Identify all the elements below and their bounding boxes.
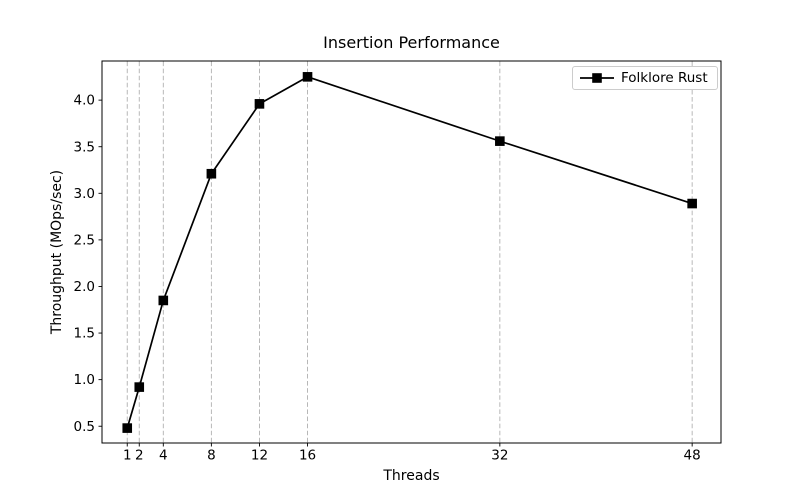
x-tick-label: 8: [207, 448, 216, 464]
data-point-marker: [495, 136, 505, 146]
data-point-marker: [254, 99, 265, 109]
data-point-marker: [122, 423, 133, 433]
plot-border: [101, 60, 722, 444]
legend: Folklore Rust: [572, 66, 718, 90]
chart-title: Insertion Performance: [323, 33, 500, 52]
x-axis-label: Threads: [383, 468, 440, 484]
y-tick-label: 0.5: [74, 419, 95, 435]
data-point-marker: [206, 168, 217, 179]
legend-label: Folklore Rust: [621, 70, 708, 86]
x-tick-label: 48: [684, 448, 701, 464]
y-tick-label: 2.0: [74, 279, 95, 295]
data-point-marker: [158, 295, 169, 306]
x-tick-label: 12: [251, 448, 268, 464]
x-tick-label: 2: [135, 448, 144, 464]
data-point-marker: [302, 72, 313, 82]
x-tick-label: 32: [491, 448, 508, 464]
x-tick-label: 1: [123, 448, 132, 464]
y-tick-label: 2.5: [74, 232, 95, 248]
y-tick-label: 3.0: [74, 186, 95, 202]
y-tick-label: 1.5: [74, 326, 95, 342]
y-tick-label: 4.0: [74, 93, 95, 109]
y-axis-label: Throughput (MOps/sec): [49, 169, 65, 335]
legend-marker-icon: [580, 73, 614, 83]
x-tick-label: 4: [159, 448, 168, 464]
x-tick-label: 16: [299, 448, 316, 464]
y-tick-label: 1.0: [74, 372, 95, 388]
y-tick-label: 3.5: [74, 139, 95, 155]
series-line: [126, 75, 693, 429]
data-point-marker: [134, 382, 145, 392]
data-point-marker: [687, 198, 697, 209]
